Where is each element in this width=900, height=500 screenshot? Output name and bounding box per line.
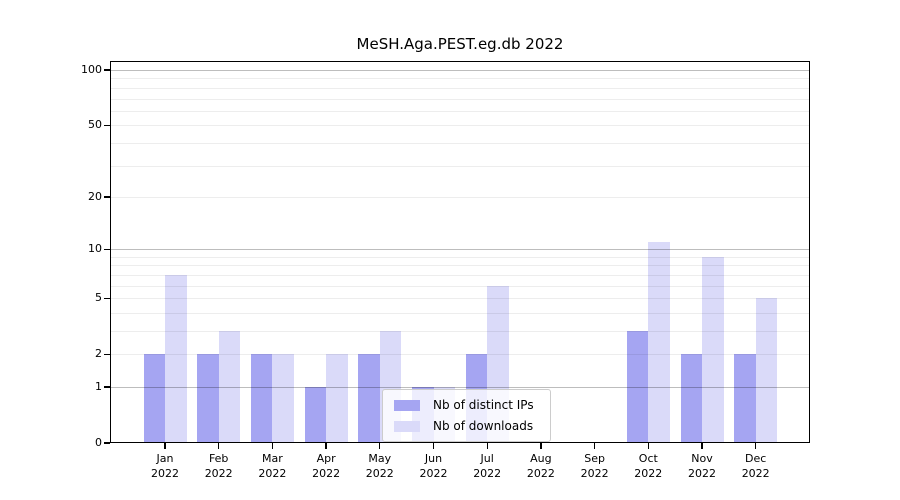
legend: Nb of distinct IPs Nb of downloads	[382, 389, 551, 442]
bar-nb-of-distinct-ips-mar	[250, 354, 273, 443]
x-tick-label-jan: Jan 2022	[137, 451, 193, 481]
y-tick-label-50: 50	[88, 118, 102, 132]
x-tick-month: Jul	[480, 452, 494, 465]
x-tick-label-jul: Jul 2022	[459, 451, 515, 481]
x-tick-month: Dec	[745, 452, 767, 465]
x-tickmark-sep	[593, 443, 596, 449]
y-tickmark-0	[103, 442, 110, 444]
x-tick-year: 2022	[526, 467, 555, 480]
x-tick-month: Jan	[156, 452, 174, 465]
y-tick-label-0: 0	[95, 436, 102, 449]
x-tickmark-mar	[271, 443, 274, 449]
y-tick-label-5: 5	[95, 291, 102, 305]
x-tick-year: 2022	[634, 467, 663, 480]
x-tick-year: 2022	[580, 467, 609, 480]
bar-nb-of-downloads-jan	[165, 274, 187, 443]
x-tick-label-jun: Jun 2022	[406, 451, 462, 481]
legend-item-distinct-ips: Nb of distinct IPs	[394, 397, 534, 413]
x-tickmark-may	[379, 443, 381, 449]
x-tickmark-nov	[701, 443, 703, 449]
y-tickmark-1	[103, 386, 110, 388]
x-tick-month: Jun	[424, 452, 443, 465]
x-tickmark-jul	[486, 443, 488, 449]
x-tick-year: 2022	[258, 467, 287, 480]
bar-nb-of-distinct-ips-nov	[680, 354, 702, 443]
y-tickmark-10	[103, 248, 110, 250]
x-tickmark-apr	[325, 443, 327, 449]
x-tick-label-oct: Oct 2022	[620, 451, 676, 481]
y-tick-label-10: 10	[88, 242, 102, 256]
x-tick-year: 2022	[473, 467, 502, 480]
y-tick-label-2: 2	[95, 347, 102, 361]
x-tick-year: 2022	[151, 467, 179, 480]
y-tickmark-5	[103, 297, 110, 299]
x-tickmark-aug	[540, 443, 542, 449]
legend-label-downloads: Nb of downloads	[433, 419, 534, 433]
legend-swatch-distinct-ips	[394, 399, 420, 411]
x-tick-year: 2022	[419, 467, 448, 480]
bar-nb-of-distinct-ips-jan	[143, 354, 165, 443]
y-tickmark-20	[103, 196, 110, 198]
x-tick-year: 2022	[741, 467, 770, 480]
legend-item-downloads: Nb of downloads	[394, 418, 534, 434]
y-tickmark-2	[103, 353, 110, 355]
plot-area: Nb of distinct IPs Nb of downloads	[110, 61, 810, 443]
bar-nb-of-distinct-ips-dec	[734, 354, 756, 443]
x-tick-label-dec: Dec 2022	[728, 451, 784, 481]
bars-layer	[110, 61, 810, 443]
x-tick-month: Mar	[262, 452, 283, 465]
x-tick-month: Aug	[530, 452, 552, 465]
bar-nb-of-downloads-apr	[326, 354, 348, 443]
bar-nb-of-downloads-feb	[218, 330, 241, 443]
x-tickmark-jan	[164, 443, 166, 449]
x-tick-label-may: May 2022	[352, 451, 408, 481]
legend-swatch-downloads	[394, 420, 420, 432]
y-tick-label-100: 100	[81, 63, 102, 77]
bar-nb-of-downloads-oct	[648, 242, 670, 443]
x-tick-month: Feb	[208, 452, 229, 465]
bar-nb-of-downloads-nov	[702, 256, 724, 443]
x-tick-year: 2022	[312, 467, 341, 480]
bar-nb-of-distinct-ips-apr	[304, 387, 327, 443]
x-tickmark-dec	[755, 443, 757, 449]
bar-nb-of-distinct-ips-oct	[626, 330, 649, 443]
x-tick-label-aug: Aug 2022	[513, 451, 569, 481]
x-tickmark-feb	[218, 443, 220, 449]
y-tick-label-1: 1	[95, 379, 102, 393]
bar-nb-of-downloads-mar	[272, 354, 294, 443]
y-tickmark-100	[103, 69, 110, 71]
x-tick-label-nov: Nov 2022	[674, 451, 730, 481]
x-tick-month: Oct	[638, 452, 658, 465]
chart-title: MeSH.Aga.PEST.eg.db 2022	[356, 35, 564, 53]
x-tick-label-apr: Apr 2022	[298, 451, 354, 481]
bar-nb-of-downloads-dec	[755, 298, 778, 443]
x-tickmark-jun	[432, 443, 435, 449]
x-tick-year: 2022	[204, 467, 233, 480]
x-tickmark-oct	[647, 443, 649, 449]
x-tick-month: May	[368, 452, 392, 465]
legend-label-distinct-ips: Nb of distinct IPs	[433, 398, 534, 412]
x-tick-label-sep: Sep 2022	[567, 451, 623, 481]
bar-nb-of-distinct-ips-may	[358, 354, 380, 443]
x-tick-year: 2022	[688, 467, 716, 480]
x-tick-label-mar: Mar 2022	[244, 451, 300, 481]
y-tick-label-20: 20	[88, 189, 102, 203]
x-tick-month: Apr	[316, 452, 336, 465]
y-tickmark-50	[103, 124, 110, 126]
x-tick-month: Nov	[691, 452, 713, 465]
x-tick-label-feb: Feb 2022	[191, 451, 247, 481]
x-tick-year: 2022	[365, 467, 394, 480]
x-tick-month: Sep	[584, 452, 605, 465]
bar-nb-of-distinct-ips-feb	[197, 354, 219, 443]
